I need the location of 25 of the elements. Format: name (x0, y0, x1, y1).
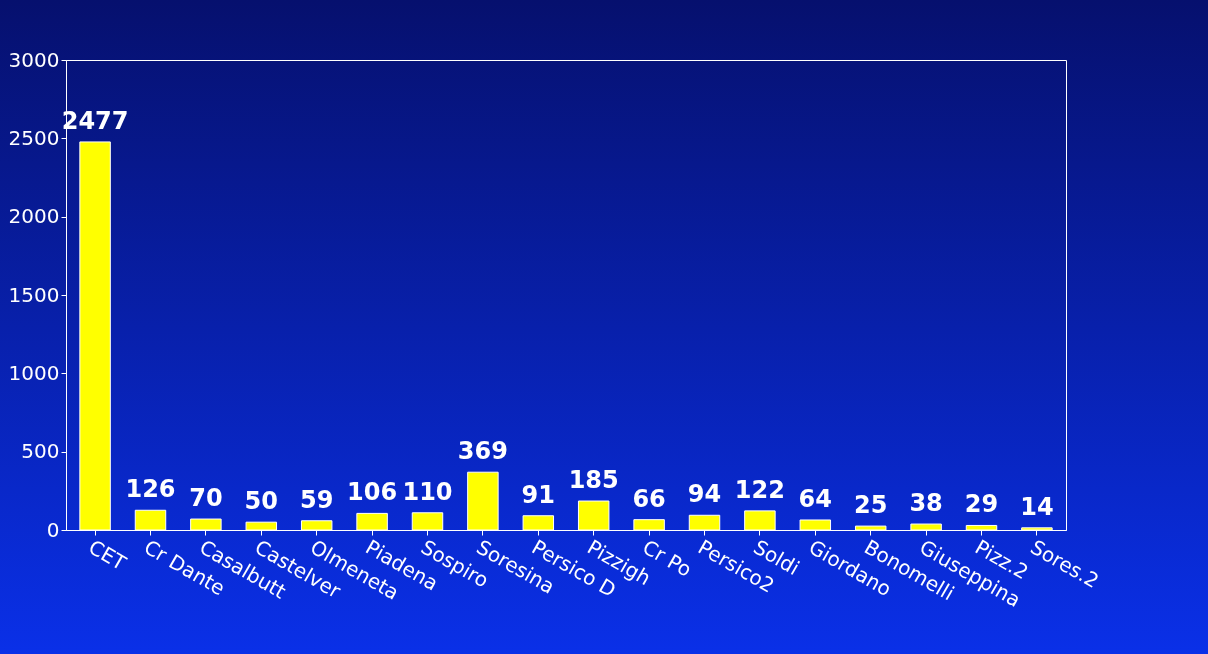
data-label: 29 (964, 490, 999, 519)
data-label: 110 (402, 477, 453, 506)
data-label: 106 (347, 478, 398, 507)
y-tick-label: 1500 (8, 282, 60, 307)
data-label: 185 (568, 466, 619, 495)
data-label: 91 (521, 480, 555, 509)
y-tick-label: 500 (21, 439, 60, 464)
data-label: 50 (244, 487, 278, 516)
data-label: 14 (1020, 492, 1054, 521)
y-tick-label: 2000 (8, 204, 60, 229)
y-tick-label: 3000 (8, 47, 60, 72)
data-label: 38 (909, 489, 943, 518)
data-label: 64 (798, 484, 833, 513)
data-label: 94 (687, 480, 722, 509)
data-label: 25 (854, 491, 888, 520)
data-label: 126 (125, 475, 176, 504)
data-label: 59 (299, 485, 334, 514)
y-tick-label: 0 (46, 517, 60, 542)
data-label: 70 (189, 484, 223, 513)
y-tick-label: 2500 (8, 125, 60, 150)
x-tick-label: CET (84, 534, 131, 576)
data-label: 66 (632, 484, 666, 513)
y-tick-label: 1000 (8, 360, 60, 385)
data-label: 122 (734, 475, 785, 504)
data-label: 369 (457, 437, 508, 466)
